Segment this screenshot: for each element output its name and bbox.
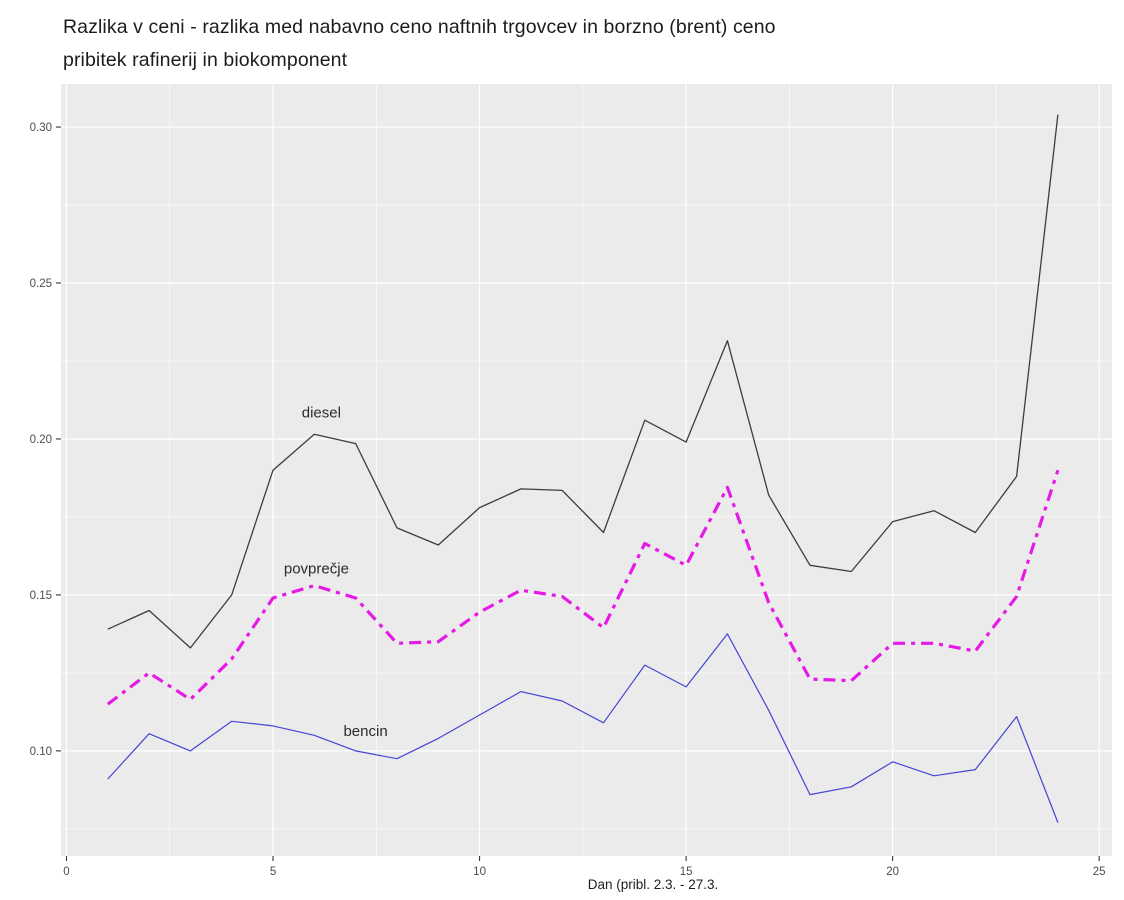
- y-tick-label: 0.10: [30, 746, 52, 758]
- y-tick-label: 0.15: [30, 590, 52, 602]
- chart-title: Razlika v ceni - razlika med nabavno cen…: [63, 11, 776, 77]
- x-tick-label: 5: [270, 866, 276, 878]
- series-label-bencin: bencin: [343, 723, 387, 740]
- series-label-diesel: diesel: [302, 404, 341, 421]
- panel-background: [61, 84, 1112, 856]
- x-tick-label: 0: [63, 866, 69, 878]
- x-tick-label: 10: [473, 866, 486, 878]
- series-label-povprecje: povprečje: [284, 560, 349, 577]
- y-tick-label: 0.25: [30, 278, 52, 290]
- series-line-bencin: [107, 633, 1059, 823]
- x-tick-label: 25: [1093, 866, 1106, 878]
- series-line-diesel: [107, 114, 1059, 649]
- y-tick-label: 0.30: [30, 122, 52, 134]
- x-axis-title: Dan (pribl. 2.3. - 27.3.: [587, 877, 719, 892]
- series-line-povprecje: [106, 469, 1060, 706]
- chart-title-line2: pribitek rafinerij in biokomponent: [63, 49, 348, 71]
- x-tick-label: 20: [886, 866, 899, 878]
- x-tick-label: 15: [680, 866, 693, 878]
- chart-title-line1: Razlika v ceni - razlika med nabavno cen…: [63, 16, 776, 38]
- y-tick-label: 0.20: [30, 434, 52, 446]
